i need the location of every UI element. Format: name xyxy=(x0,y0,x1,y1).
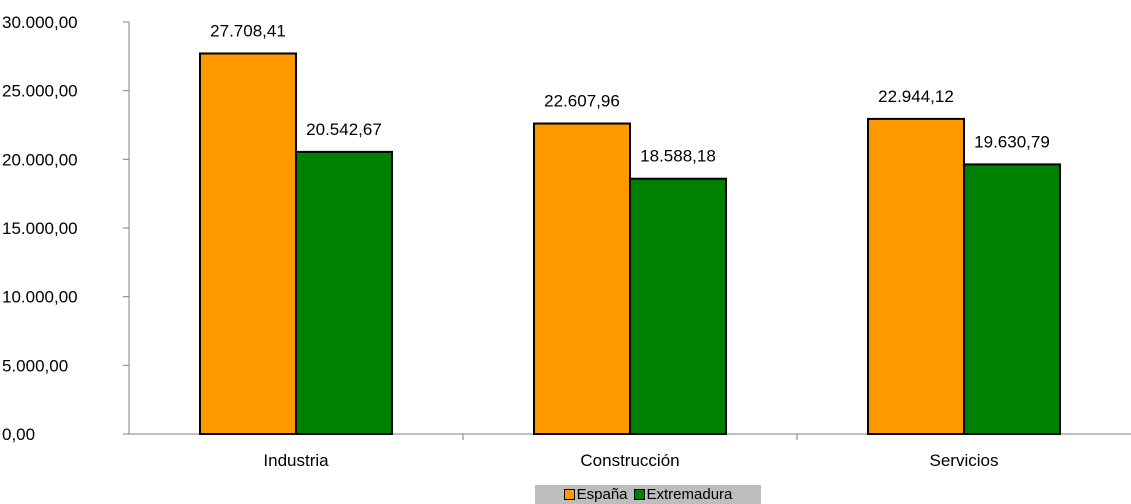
data-label: 22.607,96 xyxy=(544,92,620,111)
x-tick-label: Construcción xyxy=(580,451,679,470)
bar-chart: 0,00 5.000,00 10.000,00 15.000,00 20.000,00 2… xyxy=(2,13,1131,470)
legend-swatch-espana xyxy=(563,489,575,500)
legend-swatch-extremadura xyxy=(633,489,645,500)
y-tick-label: 25.000,00 xyxy=(2,82,78,101)
y-tick-label: 15.000,00 xyxy=(2,219,78,238)
chart-legend: España Extremadura xyxy=(535,485,761,504)
y-tick-label: 20.000,00 xyxy=(2,150,78,169)
bar-espana-industria xyxy=(199,52,297,436)
legend-label-espana: España xyxy=(576,486,628,503)
data-label: 19.630,79 xyxy=(974,132,1050,151)
x-tick-label: Servicios xyxy=(930,451,999,470)
bar-extremadura-servicios xyxy=(963,163,1061,436)
y-tick-label: 30.000,00 xyxy=(2,13,78,32)
bar-espana-construccion xyxy=(533,122,631,435)
data-label: 27.708,41 xyxy=(210,21,286,40)
y-tick-label: 0,00 xyxy=(2,425,35,444)
data-label: 20.542,67 xyxy=(306,120,382,139)
legend-item-extremadura: Extremadura xyxy=(633,486,733,503)
data-label: 22.944,12 xyxy=(878,87,954,106)
legend-label-extremadura: Extremadura xyxy=(646,486,733,503)
bar-extremadura-industria xyxy=(295,150,393,435)
y-tick-label: 10.000,00 xyxy=(2,288,78,307)
y-tick-label: 5.000,00 xyxy=(2,356,68,375)
x-tick-label: Industria xyxy=(263,451,329,470)
bar-espana-servicios xyxy=(867,117,965,435)
legend-item-espana: España xyxy=(563,486,628,503)
data-label: 18.588,18 xyxy=(640,147,716,166)
bar-extremadura-construccion xyxy=(629,177,727,435)
